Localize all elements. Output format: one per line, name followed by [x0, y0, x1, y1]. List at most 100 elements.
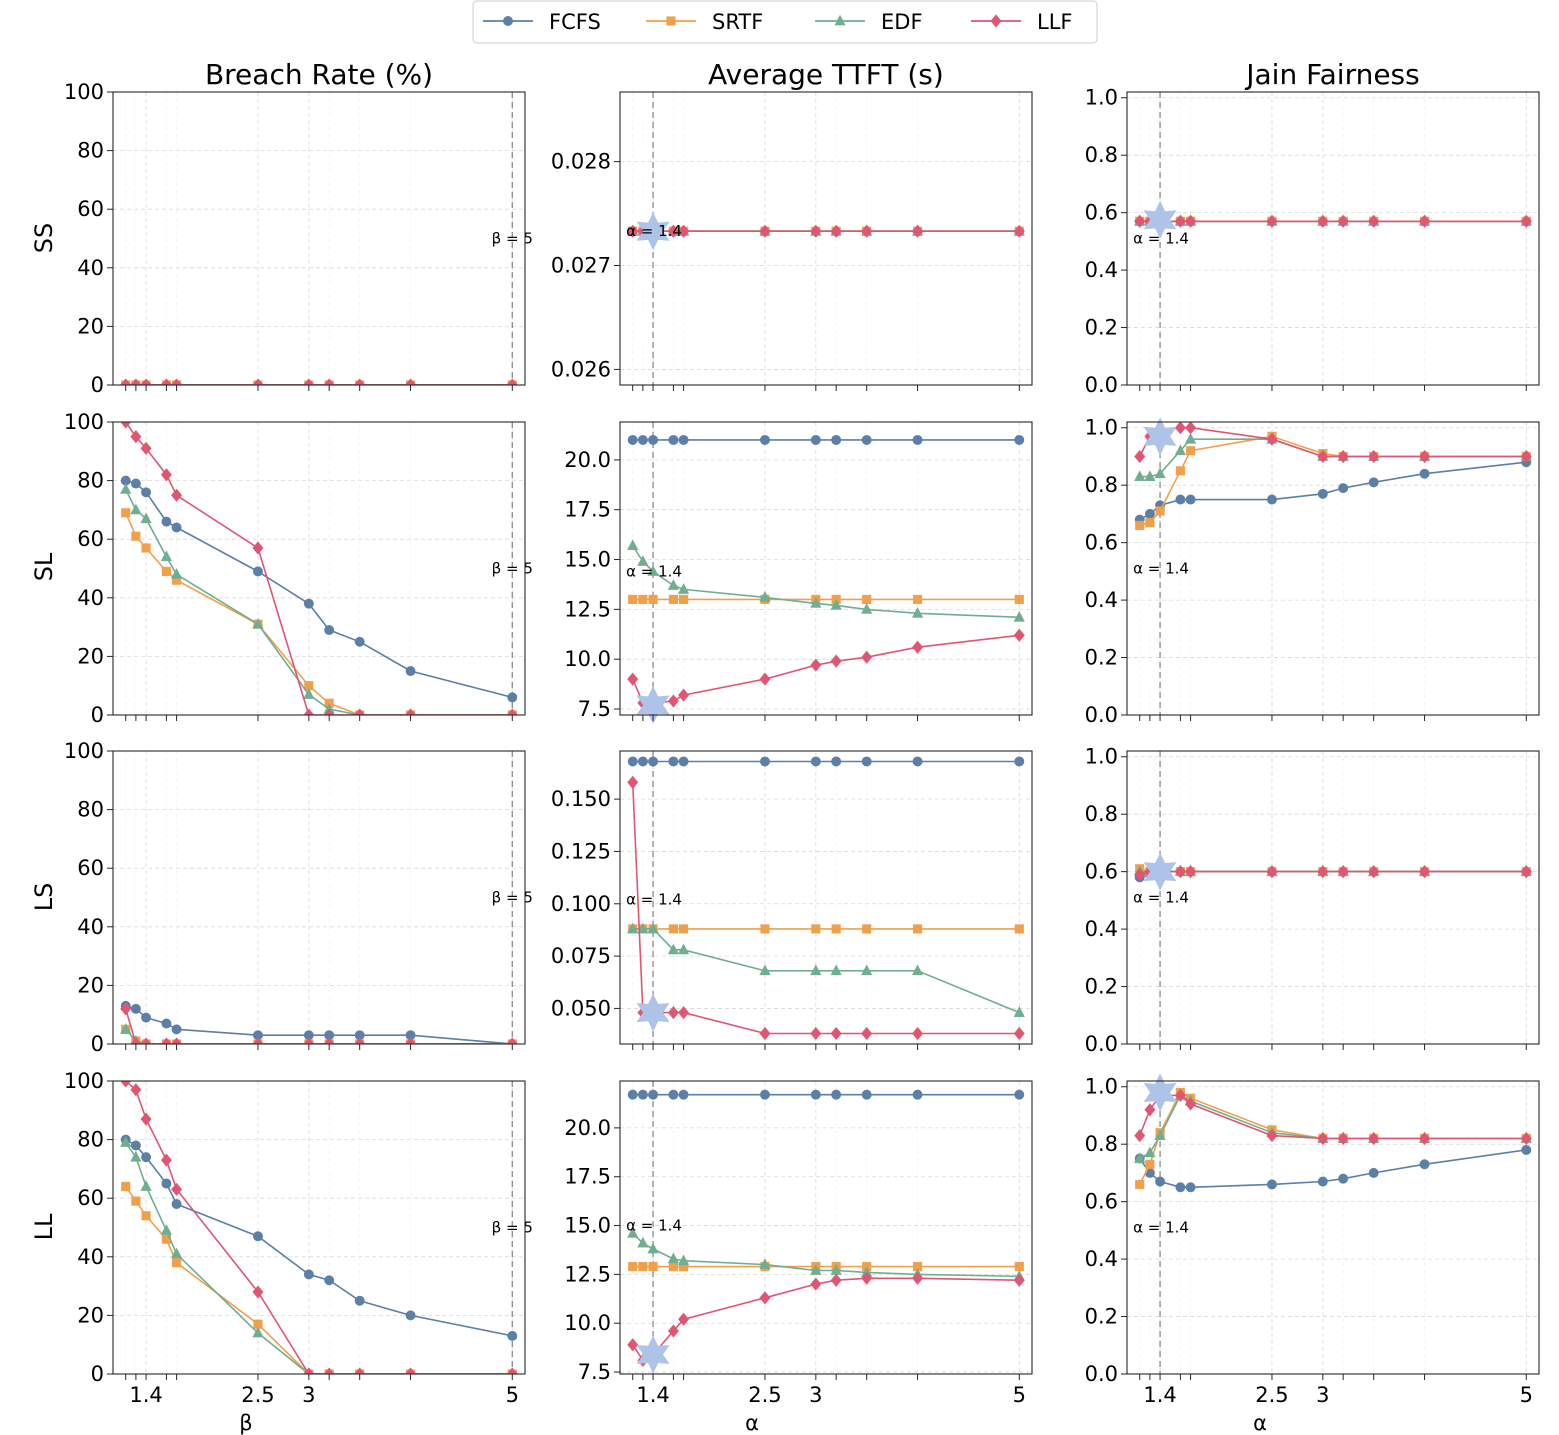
series-line-fcfs: [125, 1138, 513, 1337]
series-fcfs: [120, 1000, 518, 1044]
data-point-srtf: [1135, 520, 1145, 531]
data-point-llf: [830, 224, 842, 238]
x-tick-label: 2.5: [241, 1383, 274, 1407]
y-tick-label: 0: [91, 1032, 104, 1056]
data-point-llf: [130, 1037, 142, 1044]
y-tick-label: 17.5: [564, 1165, 611, 1189]
data-point-srtf: [862, 924, 872, 934]
data-point-fcfs: [1521, 1144, 1532, 1155]
data-point-edf: [637, 1236, 649, 1248]
data-point-fcfs: [861, 434, 872, 445]
vline-annotation: α = 1.4: [626, 1217, 682, 1235]
data-point-llf: [506, 1367, 518, 1374]
y-tick-label: 0.028: [551, 150, 611, 174]
data-point-edf: [647, 922, 659, 934]
y-tick-label: 80: [77, 469, 104, 493]
data-point-llf: [120, 1002, 132, 1016]
data-point-fcfs: [861, 1089, 872, 1100]
data-point-fcfs: [1175, 494, 1186, 505]
data-point-fcfs: [161, 1178, 172, 1189]
data-point-llf: [1013, 628, 1025, 642]
highlight-star-icon: [1143, 417, 1177, 456]
data-point-edf: [120, 483, 132, 494]
x-axis-label-alpha-ttft: α: [745, 1411, 759, 1435]
data-point-llf: [1317, 214, 1329, 228]
series-group: [627, 1089, 1025, 1367]
data-point-llf: [140, 378, 152, 385]
y-tick-label: 40: [77, 256, 104, 280]
y-tick-label: 15.0: [564, 1214, 611, 1238]
data-point-fcfs: [810, 1089, 821, 1100]
data-point-llf: [160, 378, 172, 385]
series-fcfs: [627, 1089, 1025, 1100]
panel-ll-average-ttft-s: α = 1.4 7.5 10.0 12.5 15.0 17.5 20.0 1.4 2.5 3 5: [564, 1080, 1033, 1407]
data-point-edf: [120, 1022, 132, 1034]
data-point-llf: [861, 224, 873, 238]
y-tick-label: 80: [77, 1128, 104, 1152]
data-point-edf: [130, 1150, 142, 1162]
data-point-srtf: [678, 924, 689, 934]
data-point-fcfs: [637, 1089, 648, 1100]
data-point-llf: [1134, 1128, 1146, 1143]
data-point-llf: [252, 541, 264, 555]
data-point-llf: [678, 224, 690, 238]
data-point-fcfs: [324, 1275, 335, 1286]
series-line-llf: [632, 1277, 1020, 1362]
highlight-star-icon: [636, 212, 670, 251]
data-point-llf: [1134, 867, 1146, 882]
legend-label: FCFS: [549, 10, 601, 34]
data-point-llf: [171, 1182, 183, 1197]
data-point-llf: [405, 1367, 417, 1374]
data-point-edf: [1154, 467, 1166, 479]
highlight-star-icon: [1143, 852, 1177, 891]
legend-item-llf: LLF: [971, 10, 1072, 34]
vline-annotation: β = 5: [492, 230, 533, 248]
data-point-fcfs: [1175, 1182, 1186, 1193]
data-point-srtf: [1145, 517, 1155, 528]
highlight-star-icon: [1143, 1073, 1177, 1112]
data-point-edf: [627, 922, 639, 934]
data-point-llf: [171, 378, 183, 385]
data-point-edf: [667, 943, 680, 955]
data-point-llf: [354, 1037, 366, 1044]
series-group: [1134, 1087, 1532, 1193]
data-point-llf: [1368, 865, 1380, 879]
series-line-fcfs: [125, 1005, 513, 1044]
axes-frame: [1126, 421, 1540, 716]
data-point-srtf: [831, 924, 841, 934]
y-tick-label: 0.8: [1085, 473, 1118, 497]
panel-sl-jain-fairness: α = 1.4 0.0 0.2 0.4 0.6 0.8 1.0: [1085, 416, 1540, 727]
data-point-llf: [1134, 214, 1146, 228]
data-point-srtf: [121, 508, 131, 518]
data-point-fcfs: [668, 756, 679, 767]
data-point-srtf: [648, 1261, 658, 1272]
x-tick-label: 3: [1316, 1383, 1329, 1407]
data-point-llf: [1266, 214, 1278, 228]
data-point-edf: [677, 583, 690, 594]
y-tick-label: 20: [77, 314, 104, 338]
series-line-srtf: [125, 1186, 513, 1374]
data-point-llf: [667, 224, 679, 238]
data-point-llf: [130, 430, 142, 444]
vline-annotation: β = 5: [492, 1219, 533, 1237]
series-line-llf: [1138, 1094, 1527, 1140]
data-point-srtf: [668, 1261, 679, 1272]
data-point-edf: [627, 539, 639, 550]
legend-marker-triangle: [834, 14, 846, 26]
y-tick-label: 20.0: [564, 1116, 611, 1140]
data-point-fcfs: [912, 1089, 923, 1100]
panel-sl-average-ttft-s: α = 1.4 7.5 10.0 12.5 15.0 17.5 20.0: [564, 421, 1033, 724]
row-label-sl: SL: [30, 552, 58, 581]
data-point-edf: [1134, 1152, 1146, 1163]
data-point-llf: [627, 775, 639, 790]
data-point-llf: [405, 708, 417, 715]
series-llf: [627, 628, 1025, 710]
series-line-edf: [125, 1028, 513, 1044]
x-tick-label: 5: [506, 1383, 519, 1407]
data-point-llf: [354, 378, 366, 385]
data-point-fcfs: [141, 487, 152, 498]
vline-annotation: α = 1.4: [626, 891, 682, 909]
series-group: [1134, 422, 1532, 531]
data-point-llf: [303, 378, 315, 385]
